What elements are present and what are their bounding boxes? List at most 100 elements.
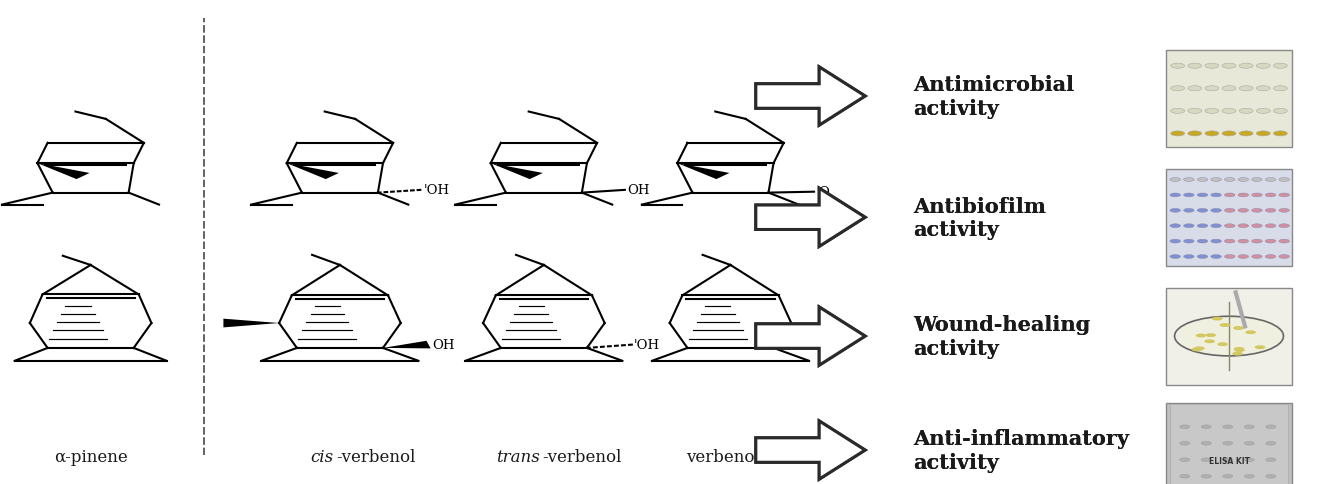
Circle shape xyxy=(1278,194,1289,197)
Circle shape xyxy=(1244,441,1254,445)
Circle shape xyxy=(1278,240,1289,243)
Circle shape xyxy=(1170,109,1185,114)
Circle shape xyxy=(1212,317,1222,321)
Circle shape xyxy=(1273,132,1288,136)
Circle shape xyxy=(1232,352,1242,356)
Polygon shape xyxy=(756,307,865,365)
FancyBboxPatch shape xyxy=(1166,169,1293,266)
Circle shape xyxy=(1238,209,1249,213)
Circle shape xyxy=(1240,109,1253,114)
Circle shape xyxy=(1174,317,1284,356)
Circle shape xyxy=(1244,474,1254,478)
Circle shape xyxy=(1273,64,1288,69)
Circle shape xyxy=(1194,347,1205,350)
Circle shape xyxy=(1222,87,1236,91)
Circle shape xyxy=(1201,458,1212,462)
Polygon shape xyxy=(287,164,339,180)
Circle shape xyxy=(1201,425,1212,429)
Circle shape xyxy=(1222,441,1233,445)
Polygon shape xyxy=(756,68,865,126)
Polygon shape xyxy=(756,307,865,365)
Circle shape xyxy=(1180,474,1190,478)
Circle shape xyxy=(1256,87,1270,91)
Text: cis: cis xyxy=(311,448,333,465)
Text: 'OH: 'OH xyxy=(635,338,660,351)
Circle shape xyxy=(1238,224,1249,228)
Circle shape xyxy=(1201,474,1212,478)
Circle shape xyxy=(1184,209,1194,213)
Circle shape xyxy=(1204,340,1214,344)
Circle shape xyxy=(1205,109,1218,114)
Circle shape xyxy=(1240,87,1253,91)
Text: Antibiofilm
activity: Antibiofilm activity xyxy=(913,196,1046,240)
Circle shape xyxy=(1273,87,1288,91)
Circle shape xyxy=(1256,132,1270,136)
Circle shape xyxy=(1254,346,1265,349)
Circle shape xyxy=(1225,209,1236,213)
Circle shape xyxy=(1222,132,1236,136)
Circle shape xyxy=(1244,458,1254,462)
Text: Antimicrobial
activity: Antimicrobial activity xyxy=(913,75,1074,119)
Circle shape xyxy=(1205,87,1218,91)
Text: Antibiofilm
activity: Antibiofilm activity xyxy=(913,196,1046,240)
Circle shape xyxy=(1240,64,1253,69)
Circle shape xyxy=(1234,348,1245,352)
Circle shape xyxy=(1278,178,1289,182)
Circle shape xyxy=(1252,178,1262,182)
Text: OH: OH xyxy=(433,338,455,351)
Text: Antimicrobial
activity: Antimicrobial activity xyxy=(913,75,1074,119)
Circle shape xyxy=(1188,109,1202,114)
Circle shape xyxy=(1265,209,1276,213)
Text: verbenone: verbenone xyxy=(686,448,774,465)
Circle shape xyxy=(1256,64,1270,69)
Polygon shape xyxy=(756,421,865,479)
Circle shape xyxy=(1188,87,1202,91)
Circle shape xyxy=(1170,255,1181,259)
Circle shape xyxy=(1196,334,1206,338)
FancyBboxPatch shape xyxy=(1166,51,1293,148)
Circle shape xyxy=(1210,240,1221,243)
Polygon shape xyxy=(383,341,431,348)
Circle shape xyxy=(1210,178,1221,182)
Text: Anti-inflammatory
activity: Anti-inflammatory activity xyxy=(913,428,1129,472)
Circle shape xyxy=(1170,194,1181,197)
Circle shape xyxy=(1201,441,1212,445)
Circle shape xyxy=(1278,209,1289,213)
Circle shape xyxy=(1222,474,1233,478)
Circle shape xyxy=(1265,178,1276,182)
Circle shape xyxy=(1184,178,1194,182)
Circle shape xyxy=(1205,132,1218,136)
Circle shape xyxy=(1217,343,1228,347)
Polygon shape xyxy=(756,68,865,126)
Circle shape xyxy=(1210,209,1221,213)
Circle shape xyxy=(1222,458,1233,462)
Circle shape xyxy=(1225,224,1236,228)
Circle shape xyxy=(1266,441,1276,445)
Text: O: O xyxy=(825,341,837,354)
Text: ELISA KIT: ELISA KIT xyxy=(1209,456,1249,465)
Circle shape xyxy=(1273,109,1288,114)
Text: α-pinene: α-pinene xyxy=(53,448,128,465)
Circle shape xyxy=(1197,209,1208,213)
Circle shape xyxy=(1265,224,1276,228)
Circle shape xyxy=(1197,194,1208,197)
Circle shape xyxy=(1233,326,1244,330)
Circle shape xyxy=(1170,224,1181,228)
Circle shape xyxy=(1238,240,1249,243)
Text: -verbenol: -verbenol xyxy=(543,448,623,465)
Circle shape xyxy=(1252,240,1262,243)
Circle shape xyxy=(1252,194,1262,197)
Polygon shape xyxy=(37,164,89,180)
Circle shape xyxy=(1266,425,1276,429)
Circle shape xyxy=(1205,333,1216,337)
Circle shape xyxy=(1234,347,1245,351)
Text: OH: OH xyxy=(628,184,651,197)
Circle shape xyxy=(1240,132,1253,136)
Circle shape xyxy=(1170,240,1181,243)
Circle shape xyxy=(1225,194,1236,197)
Circle shape xyxy=(1180,425,1190,429)
Circle shape xyxy=(1184,224,1194,228)
Circle shape xyxy=(1238,178,1249,182)
Text: trans: trans xyxy=(496,448,540,465)
Circle shape xyxy=(1197,178,1208,182)
